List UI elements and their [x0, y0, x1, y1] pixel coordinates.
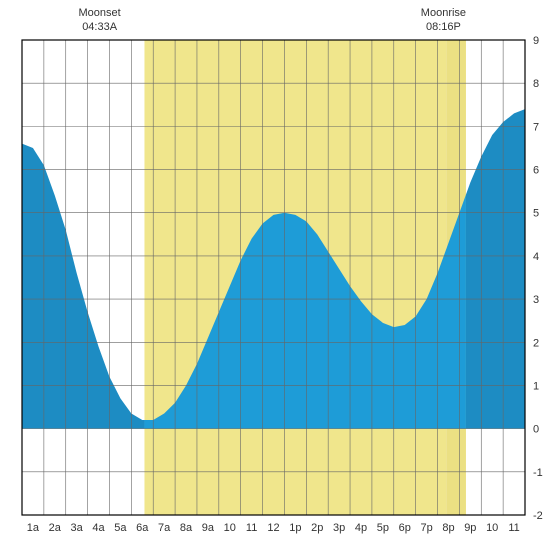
svg-text:2p: 2p	[311, 522, 323, 534]
svg-text:0: 0	[533, 424, 539, 436]
svg-text:4p: 4p	[355, 522, 367, 534]
chart-svg: 1a2a3a4a5a6a7a8a9a1011121p2p3p4p5p6p7p8p…	[0, 0, 550, 550]
svg-text:9p: 9p	[464, 522, 476, 534]
svg-text:9: 9	[533, 35, 539, 47]
svg-text:8a: 8a	[180, 522, 193, 534]
svg-text:5p: 5p	[377, 522, 389, 534]
svg-text:1p: 1p	[289, 522, 301, 534]
svg-text:7p: 7p	[420, 522, 432, 534]
svg-text:-2: -2	[533, 510, 543, 522]
svg-text:3p: 3p	[333, 522, 345, 534]
svg-text:2: 2	[533, 337, 539, 349]
svg-text:-1: -1	[533, 467, 543, 479]
svg-text:5a: 5a	[114, 522, 127, 534]
svg-text:1a: 1a	[27, 522, 40, 534]
svg-text:7: 7	[533, 121, 539, 133]
svg-text:6p: 6p	[399, 522, 411, 534]
svg-text:10: 10	[224, 522, 236, 534]
svg-text:10: 10	[486, 522, 498, 534]
svg-text:6a: 6a	[136, 522, 149, 534]
svg-text:11: 11	[508, 522, 519, 534]
moonset-time: 04:33A	[70, 20, 130, 34]
svg-text:3a: 3a	[71, 522, 84, 534]
svg-text:12: 12	[267, 522, 279, 534]
moonrise-title: Moonrise	[413, 6, 473, 20]
svg-text:4a: 4a	[92, 522, 105, 534]
svg-text:6: 6	[533, 165, 539, 177]
svg-text:5: 5	[533, 208, 539, 220]
svg-text:11: 11	[246, 522, 257, 534]
svg-text:8p: 8p	[442, 522, 454, 534]
tide-chart: 1a2a3a4a5a6a7a8a9a1011121p2p3p4p5p6p7p8p…	[0, 0, 550, 550]
svg-text:1: 1	[533, 380, 539, 392]
moonrise-annotation: Moonrise 08:16P	[413, 6, 473, 35]
svg-text:9a: 9a	[202, 522, 215, 534]
svg-text:2a: 2a	[49, 522, 62, 534]
moonrise-time: 08:16P	[413, 20, 473, 34]
svg-text:4: 4	[533, 251, 539, 263]
moonset-title: Moonset	[70, 6, 130, 20]
svg-text:7a: 7a	[158, 522, 171, 534]
svg-text:3: 3	[533, 294, 539, 306]
moonset-annotation: Moonset 04:33A	[70, 6, 130, 35]
svg-text:8: 8	[533, 78, 539, 90]
